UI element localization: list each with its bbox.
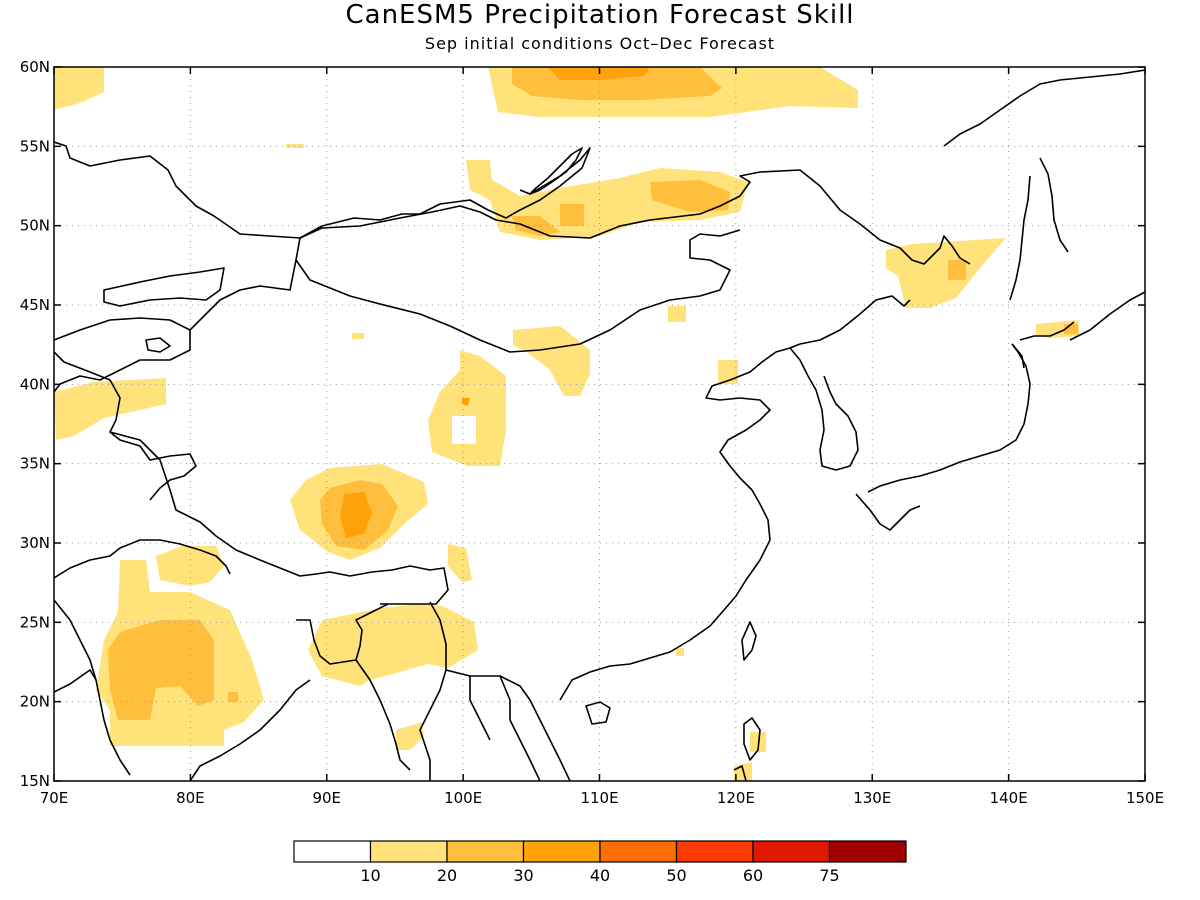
colorbar-swatch — [675, 840, 754, 863]
lon-tick-label: 130E — [853, 789, 891, 807]
colorbar-swatch — [446, 840, 525, 863]
colorbar-label: 30 — [513, 866, 533, 885]
lon-tick-label: 120E — [717, 789, 755, 807]
colorbar-label: 40 — [590, 866, 610, 885]
lat-tick-label: 15N — [20, 772, 50, 790]
colorbar-label: 60 — [743, 866, 763, 885]
lat-tick-label: 60N — [20, 58, 50, 76]
lon-tick-label: 140E — [990, 789, 1028, 807]
map-title: CanESM5 Precipitation Forecast Skill — [345, 0, 855, 30]
colorbar-swatch — [599, 840, 678, 863]
map-subtitle: Sep initial conditions Oct–Dec Forecast — [424, 34, 776, 53]
lat-tick-label: 45N — [20, 296, 50, 314]
lon-tick-label: 70E — [40, 789, 69, 807]
colorbar-swatch — [752, 840, 831, 863]
lat-tick-label: 55N — [20, 137, 50, 155]
colorbar-swatch — [522, 840, 601, 863]
lon-tick-label: 110E — [580, 789, 618, 807]
shading-20-30 — [108, 67, 1078, 720]
colorbar-label: 75 — [819, 866, 839, 885]
coastlines-borders — [54, 69, 1145, 781]
colorbar-label: 50 — [666, 866, 686, 885]
lat-tick-label: 50N — [20, 217, 50, 235]
lon-tick-label: 90E — [312, 789, 341, 807]
lat-tick-label: 35N — [20, 455, 50, 473]
lon-tick-label: 100E — [444, 789, 482, 807]
shading-10-20 — [54, 67, 1080, 781]
lat-axis: 60N 55N 50N 45N 40N 35N 30N 25N 20N 15N — [20, 58, 1145, 790]
colorbar-swatch — [828, 840, 907, 863]
colorbar-label: 20 — [437, 866, 457, 885]
lon-tick-label: 80E — [176, 789, 205, 807]
colorbar-label: 10 — [360, 866, 380, 885]
lat-tick-label: 30N — [20, 534, 50, 552]
lon-tick-label: 150E — [1126, 789, 1164, 807]
colorbar: 10 20 30 40 50 60 75 — [293, 840, 907, 885]
skill-shading — [54, 67, 1080, 781]
colorbar-swatch — [293, 840, 372, 863]
lon-axis: 70E 80E 90E 100E 110E 120E 130E 140E 150E — [40, 67, 1164, 807]
lat-tick-label: 25N — [20, 613, 50, 631]
colorbar-swatch — [369, 840, 448, 863]
lat-tick-label: 40N — [20, 375, 50, 393]
lat-tick-label: 20N — [20, 693, 50, 711]
